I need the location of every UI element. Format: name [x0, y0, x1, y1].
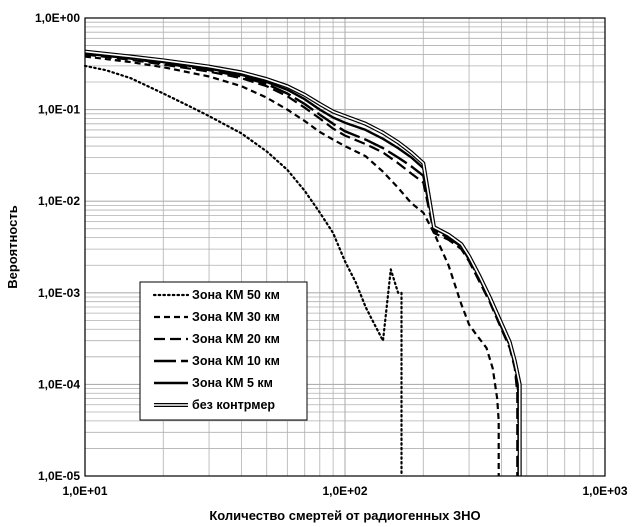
series-layer [83, 49, 522, 478]
y-tick-label: 1,0E-02 [38, 194, 80, 208]
plot-frame [84, 17, 606, 477]
y-tick-label: 1,0E-01 [38, 103, 80, 117]
x-axis-title: Количество смертей от радиогенных ЗНО [209, 508, 480, 523]
legend-label-1: Зона КМ 50 км [192, 288, 280, 302]
legend-label-6: без контрмер [192, 398, 275, 412]
x-tick-label: 1,0E+02 [322, 484, 367, 498]
series-6-line-inner [84, 50, 521, 476]
y-tick-label: 1,0E-05 [38, 469, 80, 483]
x-tick-label: 1,0E+01 [62, 484, 107, 498]
y-tick-label: 1,0E-03 [38, 286, 80, 300]
tick-labels: 1,0E+01 1,0E+02 1,0E+03 1,0E+00 1,0E-01 1,0E-… [35, 11, 628, 498]
y-tick-label: 1,0E+00 [35, 11, 80, 25]
legend-label-5: Зона КМ 5 км [192, 376, 273, 390]
series-3-line [84, 53, 519, 476]
x-tick-label: 1,0E+03 [582, 484, 627, 498]
legend-label-2: Зона КМ 30 км [192, 310, 280, 324]
y-axis-title: Вероятность [5, 205, 20, 289]
series-2-line [84, 55, 500, 476]
y-tick-label: 1,0E-04 [38, 377, 80, 391]
legend-label-3: Зона КМ 20 км [192, 332, 280, 346]
legend-box [139, 281, 308, 421]
legend-label-4: Зона КМ 10 км [192, 354, 280, 368]
series-1-line [83, 64, 403, 478]
legend: Зона КМ 50 км Зона КМ 30 км Зона КМ 20 км З… [139, 281, 308, 421]
